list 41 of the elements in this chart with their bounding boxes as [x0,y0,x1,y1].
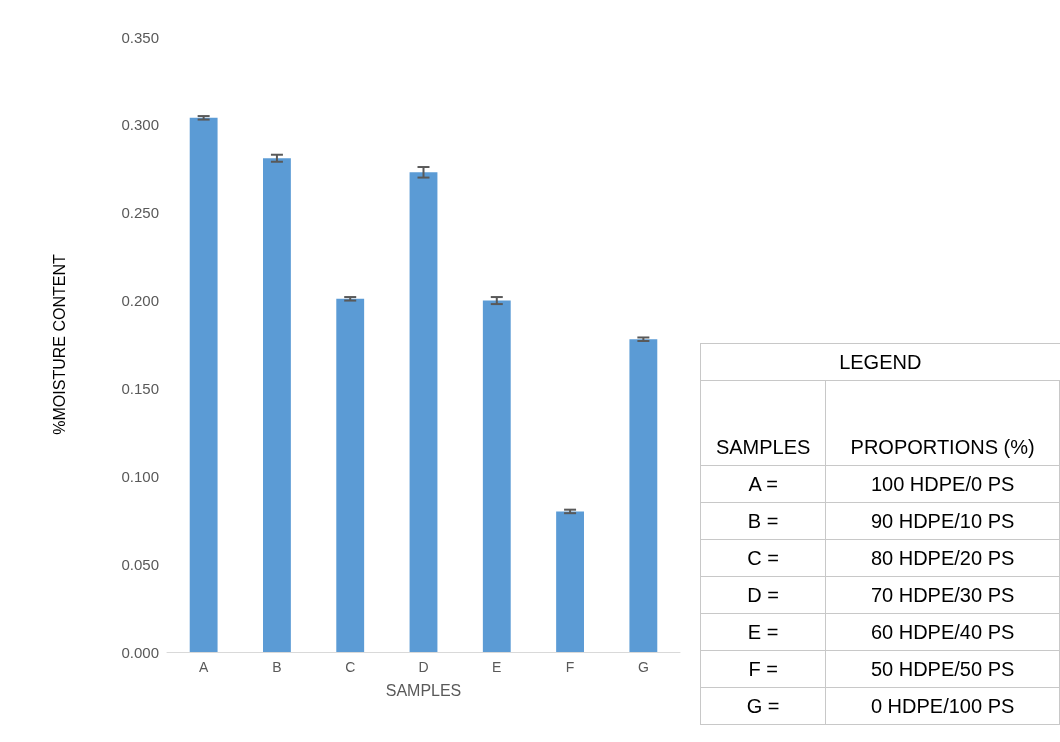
text: G = [700,687,826,725]
text: 0 HDPE/100 PS [825,687,1060,725]
text: D = [700,576,826,614]
text: SAMPLES [700,380,826,466]
bar [409,172,438,652]
y-tick-label: 0.050 [121,555,159,573]
text: 100 HDPE/0 PS [825,465,1060,503]
x-axis-title: SAMPLES [385,681,462,699]
y-tick-label: 0.200 [121,292,159,310]
x-tick-label: D [418,659,429,675]
text: 90 HDPE/10 PS [825,502,1060,540]
text: 80 HDPE/20 PS [825,539,1060,577]
bar [482,300,511,652]
text: A = [700,465,826,503]
bar [336,298,365,652]
y-axis-title: %MOISTURE CONTENT [50,254,68,435]
y-tick-label: 0.000 [121,643,159,661]
x-tick-label: B [272,659,282,675]
x-tick-label: C [345,659,356,675]
y-tick-label: 0.100 [121,467,159,485]
text: 50 HDPE/50 PS [825,650,1060,688]
text: C = [700,539,826,577]
x-tick-label: G [637,659,649,675]
y-tick-label: 0.300 [121,116,159,134]
bar [556,511,584,652]
x-tick-label: F [565,659,575,675]
text: F = [700,650,826,688]
text: LEGEND [700,343,1060,381]
text: 70 HDPE/30 PS [825,576,1060,614]
bar [629,339,658,652]
text: B = [700,502,826,540]
bar [263,158,291,652]
x-tick-label: A [198,659,209,675]
y-tick-label: 0.250 [121,204,159,222]
x-tick-label: E [492,659,502,675]
y-tick-label: 0.150 [121,379,159,397]
text: PROPORTIONS (%) [825,380,1060,466]
text: 60 HDPE/40 PS [825,613,1060,651]
y-tick-label: 0.350 [121,28,159,46]
text: E = [700,613,826,651]
bar [189,117,218,652]
